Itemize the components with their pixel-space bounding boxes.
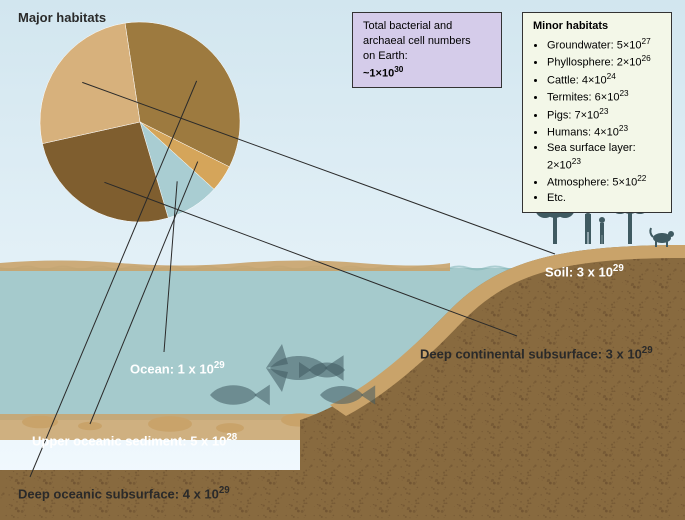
minor-title: Minor habitats xyxy=(533,19,661,34)
minor-item: Cattle: 4×1024 xyxy=(547,71,661,89)
minor-item: Humans: 4×1023 xyxy=(547,123,661,141)
label-upper_sediment: Upper oceanic sediment: 5 x 1028 xyxy=(32,432,237,448)
minor-item: Sea surface layer: 2×1023 xyxy=(547,141,661,173)
total-line: Total bacterial and xyxy=(363,19,491,34)
minor-item: Pigs: 7×1023 xyxy=(547,106,661,124)
total-line: on Earth: xyxy=(363,49,491,64)
minor-habitats-box: Minor habitats Groundwater: 5×1027Phyllos… xyxy=(522,12,672,213)
pie-title: Major habitats xyxy=(18,10,106,25)
total-box: Total bacterial andarchaeal cell numbers… xyxy=(352,12,502,88)
label-ocean: Ocean: 1 x 1029 xyxy=(130,360,225,376)
stage: Major habitats Total bacterial andarchae… xyxy=(0,0,685,520)
minor-item: Termites: 6×1023 xyxy=(547,88,661,106)
total-value: ~1×1030 xyxy=(363,64,491,82)
label-deep_oceanic_subsurface: Deep oceanic subsurface: 4 x 1029 xyxy=(18,485,230,501)
minor-list: Groundwater: 5×1027Phyllosphere: 2×1026C… xyxy=(533,36,661,206)
minor-item: Phyllosphere: 2×1026 xyxy=(547,53,661,71)
minor-item: Groundwater: 5×1027 xyxy=(547,36,661,54)
minor-item: Atmosphere: 5×1022 xyxy=(547,173,661,191)
total-line: archaeal cell numbers xyxy=(363,34,491,49)
minor-item: Etc. xyxy=(547,191,661,206)
label-deep_continental: Deep continental subsurface: 3 x 1029 xyxy=(420,345,653,361)
label-soil: Soil: 3 x 1029 xyxy=(545,263,624,279)
